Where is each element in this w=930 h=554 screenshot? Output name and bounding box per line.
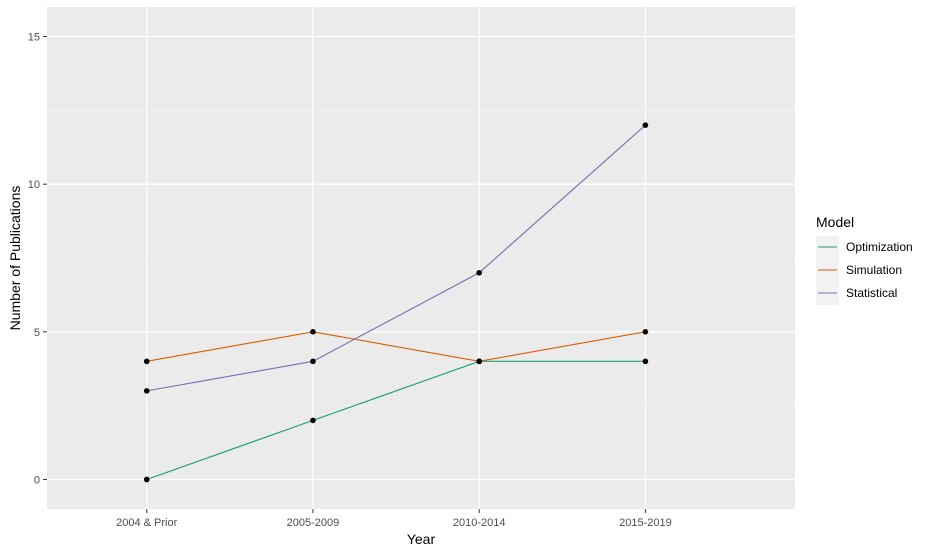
y-tick-label: 0 [34, 474, 40, 486]
series-line-optimization [146, 360, 646, 480]
data-point-statistical [476, 269, 482, 276]
x-tick-label: 2015-2019 [619, 517, 672, 529]
legend-label-statistical: Statistical [846, 286, 897, 300]
x-axis-ticks: 2004 & Prior 2005-2009 2010-2014 2015-2019 [116, 509, 672, 529]
legend: Model Optimization Simulation Statistical [816, 214, 913, 305]
major-gridlines [47, 7, 795, 509]
data-point-simulation [310, 329, 316, 335]
data-point-simulation [476, 358, 482, 365]
series-points [143, 122, 649, 483]
x-axis-title: Year [407, 531, 436, 547]
series-line-simulation [146, 331, 646, 362]
series-line-statistical [146, 124, 646, 392]
data-point-optimization [310, 417, 316, 424]
data-point-simulation [642, 329, 649, 335]
legend-items: Optimization Simulation Statistical [816, 236, 913, 305]
y-axis-ticks: 0 5 10 15 [28, 32, 47, 486]
y-tick-label: 5 [34, 327, 40, 339]
data-point-statistical [310, 358, 316, 365]
x-tick-label: 2004 & Prior [116, 517, 177, 529]
data-point-statistical [143, 388, 150, 394]
data-point-statistical [642, 122, 649, 128]
data-point-simulation [143, 358, 150, 365]
y-tick-label: 10 [28, 179, 40, 191]
x-tick-label: 2005-2009 [287, 517, 340, 529]
series-lines [146, 124, 646, 480]
minor-gridlines [47, 109, 795, 407]
y-axis-title: Number of Publications [7, 186, 23, 331]
y-tick-label: 15 [28, 32, 40, 44]
x-tick-label: 2010-2014 [453, 517, 506, 529]
legend-label-optimization: Optimization [846, 240, 913, 254]
legend-label-simulation: Simulation [846, 263, 902, 277]
legend-title: Model [816, 214, 854, 230]
data-point-optimization [642, 358, 649, 365]
data-point-optimization [143, 476, 150, 483]
